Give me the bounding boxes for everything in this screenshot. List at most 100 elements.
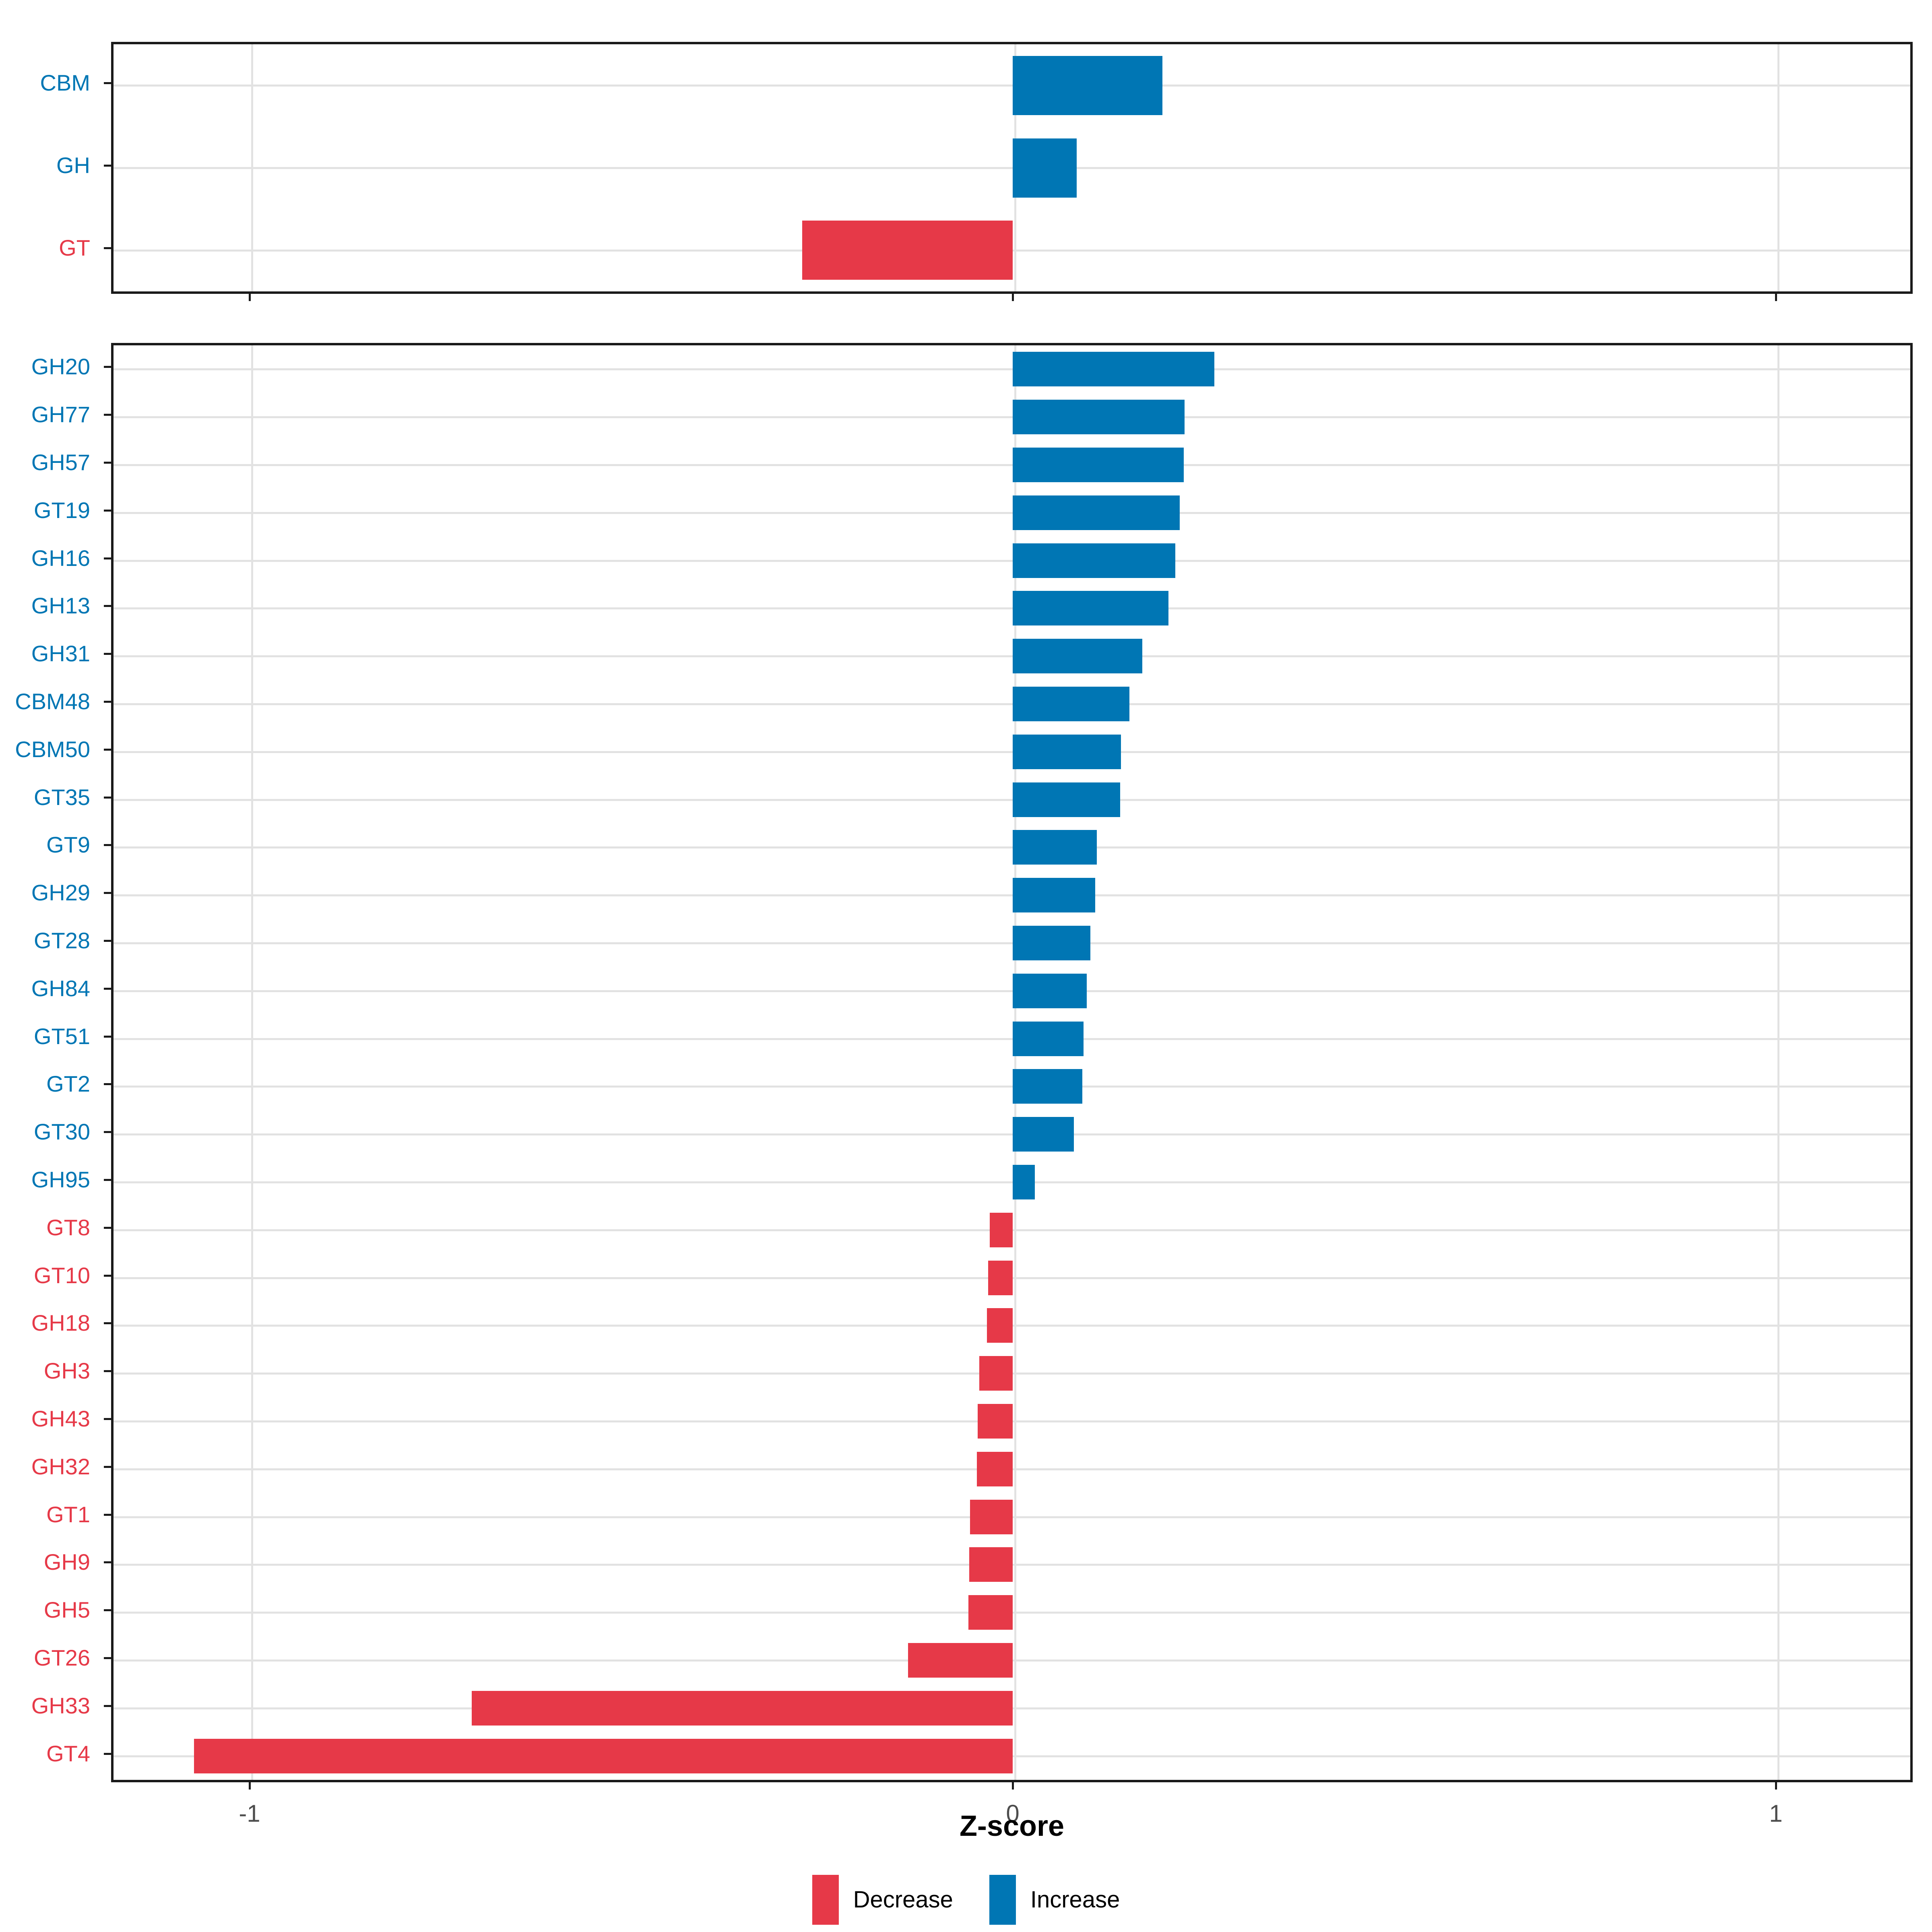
legend-label-increase: Increase: [1030, 1887, 1120, 1913]
bar-GH: [1013, 138, 1077, 198]
bar-GH33: [471, 1691, 1013, 1726]
y-label-GH13: GH13: [31, 593, 90, 618]
y-axis-tick: [104, 1227, 111, 1229]
bar-GH20: [1013, 352, 1214, 386]
y-label-GT8: GT8: [46, 1215, 90, 1240]
gridline-horizontal: [114, 1133, 1910, 1135]
y-label-GH32: GH32: [31, 1454, 90, 1479]
y-label-GT10: GT10: [33, 1263, 90, 1288]
y-axis-tick: [104, 844, 111, 846]
gridline-horizontal: [114, 846, 1910, 848]
y-label-GT: GT: [59, 235, 90, 260]
x-tick-label-1: 1: [1769, 1800, 1783, 1827]
gridline-horizontal: [114, 703, 1910, 705]
gridline-horizontal: [114, 607, 1910, 609]
y-axis-tick: [104, 1514, 111, 1516]
bar-GH16: [1013, 543, 1175, 578]
y-label-GH31: GH31: [31, 641, 90, 666]
y-label-GH20: GH20: [31, 354, 90, 379]
y-label-GT4: GT4: [46, 1741, 90, 1766]
panel-enzyme-family-detail: [111, 343, 1913, 1782]
bar-GH29: [1013, 878, 1095, 912]
bar-GT35: [1013, 782, 1120, 817]
y-axis-tick: [104, 414, 111, 416]
y-axis-tick: [104, 892, 111, 894]
bar-GH18: [987, 1308, 1013, 1343]
y-label-GH43: GH43: [31, 1406, 90, 1431]
bar-GT51: [1013, 1022, 1084, 1056]
y-axis-tick: [104, 940, 111, 942]
y-label-GH84: GH84: [31, 976, 90, 1001]
legend: Decrease Increase: [0, 1868, 1932, 1932]
y-label-CBM: CBM: [40, 70, 90, 95]
bar-GH5: [968, 1595, 1013, 1630]
y-axis-tick: [104, 1179, 111, 1181]
gridline-horizontal: [114, 85, 1910, 87]
bar-GT8: [990, 1213, 1013, 1247]
y-label-CBM50: CBM50: [15, 737, 90, 762]
y-label-GT26: GT26: [33, 1645, 90, 1670]
x-tick-label-0: 0: [1006, 1800, 1020, 1827]
legend-key-decrease-swatch: [812, 1875, 839, 1925]
bar-GH95: [1013, 1165, 1035, 1199]
x-axis-tick: [249, 1782, 251, 1790]
bar-GH13: [1013, 591, 1168, 625]
y-label-GT28: GT28: [33, 928, 90, 953]
gridline-horizontal: [114, 560, 1910, 562]
gridline-vertical: [251, 345, 253, 1780]
gridline-horizontal: [114, 1086, 1910, 1088]
gridline-vertical: [1014, 345, 1016, 1780]
x-axis-tick: [1012, 294, 1014, 301]
bar-CBM48: [1013, 687, 1129, 721]
gridline-horizontal: [114, 799, 1910, 801]
bar-GT1: [970, 1500, 1013, 1534]
y-axis-tick: [104, 1657, 111, 1659]
y-axis-tick: [104, 701, 111, 703]
panel-enzyme-class-summary: [111, 42, 1913, 294]
bar-GT4: [194, 1739, 1013, 1773]
y-axis-tick: [104, 749, 111, 751]
legend-label-decrease: Decrease: [853, 1887, 953, 1913]
gridline-horizontal: [114, 990, 1910, 992]
bar-CBM50: [1013, 735, 1121, 769]
bar-GH77: [1013, 400, 1185, 434]
y-label-GT30: GT30: [33, 1119, 90, 1144]
gridline-horizontal: [114, 368, 1910, 370]
y-axis-tick: [104, 1418, 111, 1420]
y-axis-tick: [104, 1561, 111, 1563]
gridline-horizontal: [114, 1038, 1910, 1040]
legend-key-increase-swatch: [989, 1875, 1016, 1925]
bar-CBM: [1013, 56, 1162, 115]
y-label-GT2: GT2: [46, 1071, 90, 1096]
bar-GH32: [976, 1452, 1013, 1486]
x-axis-tick: [1775, 1782, 1777, 1790]
bar-GT19: [1013, 495, 1180, 530]
bar-GT: [802, 221, 1013, 280]
y-label-GH29: GH29: [31, 880, 90, 905]
bar-GT28: [1013, 926, 1090, 960]
bar-GH84: [1013, 974, 1087, 1008]
y-axis-tick: [104, 1083, 111, 1085]
gridline-horizontal: [114, 942, 1910, 944]
y-axis-tick: [104, 462, 111, 464]
y-label-GT1: GT1: [46, 1502, 90, 1527]
y-label-GH5: GH5: [43, 1597, 90, 1622]
gridline-horizontal: [114, 655, 1910, 657]
y-axis-tick: [104, 1753, 111, 1755]
y-axis-tick: [104, 366, 111, 368]
y-label-GT19: GT19: [33, 497, 90, 523]
gridline-horizontal: [114, 167, 1910, 169]
y-axis-tick: [104, 557, 111, 559]
y-label-GT51: GT51: [33, 1024, 90, 1049]
x-tick-label--1: -1: [239, 1800, 260, 1827]
gridline-horizontal: [114, 464, 1910, 466]
y-axis-tick: [104, 82, 111, 84]
y-axis-tick: [104, 988, 111, 990]
y-axis-tick: [104, 1036, 111, 1038]
y-label-GH16: GH16: [31, 545, 90, 571]
gridline-horizontal: [114, 416, 1910, 418]
y-axis-tick: [104, 165, 111, 167]
y-axis-tick: [104, 247, 111, 249]
y-label-GH3: GH3: [43, 1358, 90, 1383]
y-label-CBM48: CBM48: [15, 689, 90, 714]
